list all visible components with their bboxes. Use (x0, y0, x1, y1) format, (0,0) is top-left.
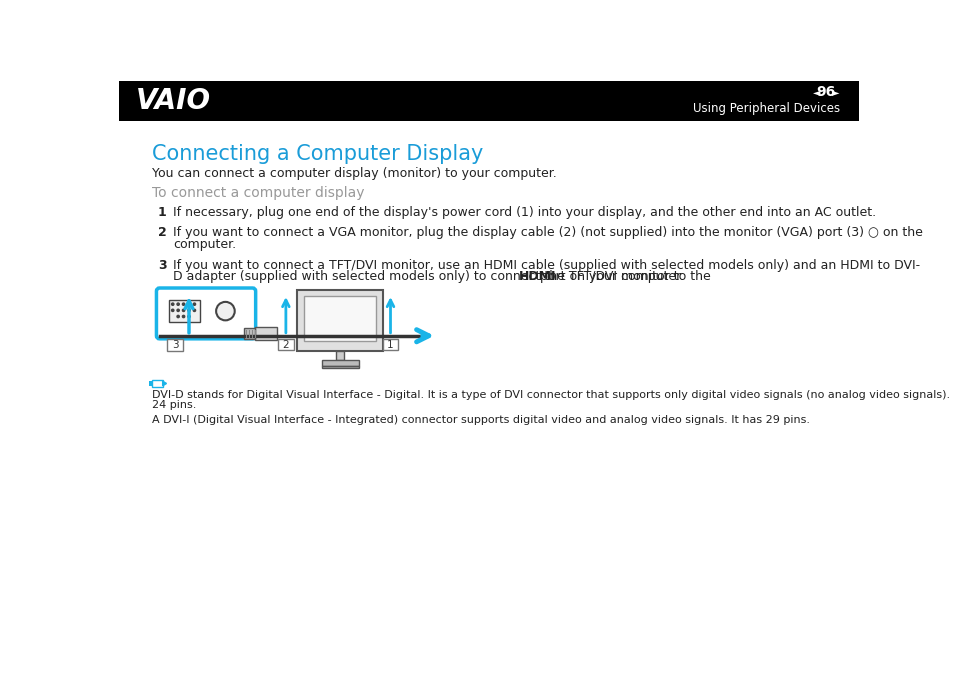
Text: port on your computer.: port on your computer. (535, 270, 683, 283)
Text: If necessary, plug one end of the display's power cord (1) into your display, an: If necessary, plug one end of the displa… (173, 206, 876, 220)
Bar (297, 290, 382, 351)
Circle shape (177, 315, 179, 317)
Circle shape (188, 315, 190, 317)
Circle shape (182, 315, 185, 317)
Text: 96: 96 (816, 85, 835, 98)
Text: 2: 2 (158, 226, 167, 239)
Bar (119, 81, 858, 121)
Text: If you want to connect a TFT/DVI monitor, use an HDMI cable (supplied with selec: If you want to connect a TFT/DVI monitor… (173, 259, 920, 272)
Bar (244, 328, 254, 339)
Bar (321, 361, 358, 366)
FancyBboxPatch shape (156, 288, 255, 339)
Bar (278, 339, 294, 350)
Text: D adapter (supplied with selected models only) to connect the TFT/DVI monitor to: D adapter (supplied with selected models… (173, 270, 715, 283)
Text: computer.: computer. (173, 238, 236, 251)
Bar (382, 339, 397, 350)
Bar (304, 297, 375, 341)
Bar (169, 301, 199, 322)
Circle shape (193, 303, 195, 305)
Text: You can connect a computer display (monitor) to your computer.: You can connect a computer display (moni… (152, 167, 556, 180)
Text: To connect a computer display: To connect a computer display (152, 187, 364, 200)
Text: 1: 1 (387, 340, 394, 350)
Text: Using Peripheral Devices: Using Peripheral Devices (692, 102, 840, 115)
Text: DVI-D stands for Digital Visual Interface - Digital. It is a type of DVI connect: DVI-D stands for Digital Visual Interfac… (152, 390, 953, 400)
Circle shape (177, 309, 179, 311)
Bar (254, 326, 276, 340)
Text: HDMI: HDMI (518, 270, 557, 283)
Circle shape (172, 309, 173, 311)
Bar (150, 381, 152, 386)
Bar (321, 366, 358, 368)
Circle shape (216, 302, 234, 320)
Circle shape (172, 303, 173, 305)
Circle shape (177, 303, 179, 305)
Text: A DVI-I (Digital Visual Interface - Integrated) connector supports digital video: A DVI-I (Digital Visual Interface - Inte… (152, 415, 809, 425)
Text: 2: 2 (282, 340, 289, 350)
Text: If you want to connect a VGA monitor, plug the display cable (2) (not supplied) : If you want to connect a VGA monitor, pl… (173, 226, 923, 239)
Text: ◄: ◄ (812, 87, 820, 96)
Bar (335, 351, 344, 361)
Text: 24 pins.: 24 pins. (152, 400, 196, 410)
FancyBboxPatch shape (152, 379, 162, 388)
Text: ►: ► (831, 87, 839, 96)
Bar (167, 339, 183, 351)
Circle shape (188, 309, 190, 311)
Circle shape (182, 309, 185, 311)
Text: 3: 3 (172, 340, 178, 350)
Circle shape (188, 303, 190, 305)
Text: 1: 1 (158, 206, 167, 220)
Text: Connecting a Computer Display: Connecting a Computer Display (152, 144, 482, 164)
Text: VAIO: VAIO (136, 87, 212, 115)
Circle shape (193, 309, 195, 311)
Text: 3: 3 (158, 259, 167, 272)
Circle shape (182, 303, 185, 305)
Polygon shape (162, 381, 167, 386)
